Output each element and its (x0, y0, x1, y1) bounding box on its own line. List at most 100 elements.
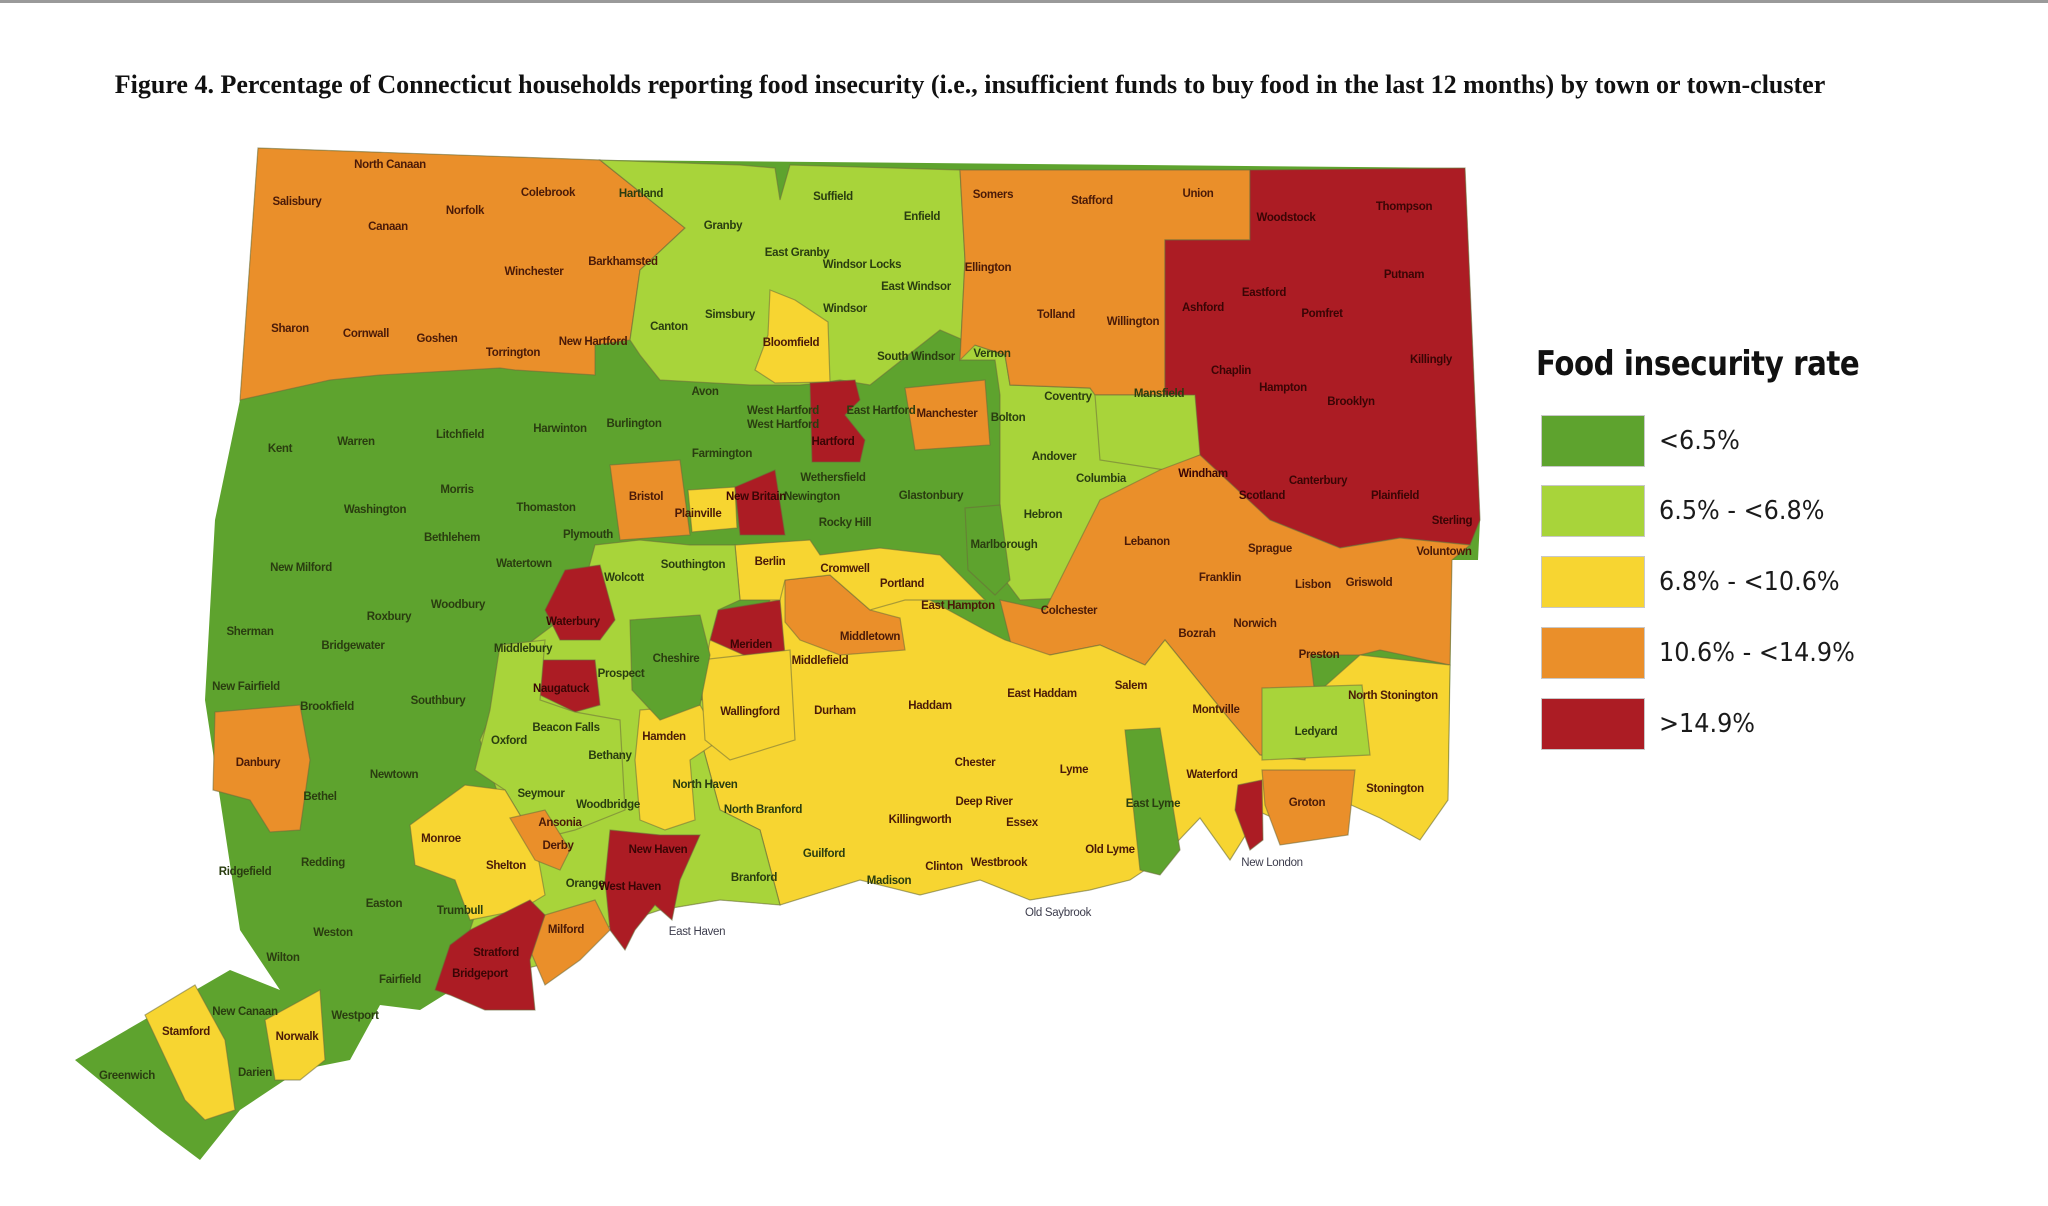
svg-text:Avon: Avon (691, 386, 718, 398)
svg-text:Haddam: Haddam (908, 700, 952, 712)
svg-text:Brooklyn: Brooklyn (1327, 396, 1375, 408)
svg-text:Tolland: Tolland (1037, 309, 1075, 321)
svg-text:Barkhamsted: Barkhamsted (588, 256, 658, 268)
svg-text:Farmington: Farmington (692, 448, 753, 460)
svg-text:Ridgefield: Ridgefield (219, 866, 272, 878)
svg-text:Enfield: Enfield (904, 211, 941, 223)
svg-text:Watertown: Watertown (496, 558, 552, 570)
svg-text:Bristol: Bristol (629, 491, 663, 503)
svg-text:East Granby: East Granby (765, 247, 830, 259)
svg-text:Roxbury: Roxbury (367, 611, 412, 623)
svg-text:New Fairfield: New Fairfield (212, 681, 280, 693)
svg-text:Bethel: Bethel (303, 791, 336, 803)
svg-text:Prospect: Prospect (598, 668, 645, 680)
svg-text:Orange: Orange (566, 878, 604, 890)
svg-text:Washington: Washington (344, 504, 407, 516)
svg-text:Milford: Milford (548, 924, 584, 936)
town-stamford (144, 984, 236, 1121)
svg-text:Marlborough: Marlborough (971, 539, 1038, 551)
svg-text:Bozrah: Bozrah (1178, 628, 1215, 640)
svg-text:Bridgewater: Bridgewater (321, 640, 385, 652)
svg-text:Lisbon: Lisbon (1295, 579, 1331, 591)
town-new-britain (734, 469, 786, 536)
svg-text:Bridgeport: Bridgeport (452, 968, 508, 980)
svg-text:North Canaan: North Canaan (354, 159, 426, 171)
svg-text:Somers: Somers (973, 189, 1013, 201)
svg-text:North Haven: North Haven (672, 779, 737, 791)
svg-text:Madison: Madison (867, 875, 912, 887)
svg-text:Preston: Preston (1299, 649, 1340, 661)
svg-text:Windsor Locks: Windsor Locks (823, 259, 901, 271)
svg-text:Cheshire: Cheshire (653, 653, 700, 665)
legend-swatch-yellow (1541, 556, 1645, 608)
svg-text:East Haven: East Haven (669, 926, 725, 938)
svg-text:Danbury: Danbury (236, 757, 281, 769)
svg-text:Burlington: Burlington (606, 418, 661, 430)
svg-text:Chaplin: Chaplin (1211, 365, 1251, 377)
svg-text:Torrington: Torrington (486, 347, 541, 359)
svg-text:Branford: Branford (731, 872, 777, 884)
legend-item-high: 10.6% - <14.9% (1541, 626, 1872, 680)
town-bristol (609, 459, 691, 541)
svg-text:Sprague: Sprague (1248, 543, 1292, 555)
map-legend: Food insecurity rate <6.5% 6.5% - <6.8% … (1536, 344, 1912, 750)
svg-text:Union: Union (1182, 188, 1213, 200)
svg-text:Morris: Morris (440, 484, 473, 496)
town-plainville (687, 486, 738, 533)
town-cheshire (629, 614, 711, 721)
svg-text:Derby: Derby (542, 840, 574, 852)
svg-text:Glastonbury: Glastonbury (899, 490, 964, 502)
town-labels: Salisbury North Canaan Canaan Norfolk Co… (99, 159, 1473, 1082)
svg-text:Coventry: Coventry (1044, 391, 1092, 403)
svg-text:Goshen: Goshen (416, 333, 457, 345)
svg-text:Oxford: Oxford (491, 735, 527, 747)
town-wallingford (699, 649, 796, 761)
svg-text:Lebanon: Lebanon (1124, 536, 1170, 548)
svg-text:Groton: Groton (1289, 797, 1326, 809)
region-oxford-seymour (474, 639, 626, 841)
svg-text:East Windsor: East Windsor (881, 281, 952, 293)
svg-text:Sherman: Sherman (226, 626, 273, 638)
svg-text:Beacon Falls: Beacon Falls (532, 722, 599, 734)
svg-text:Ellington: Ellington (965, 262, 1012, 274)
region-new-haven (604, 829, 701, 952)
town-new-london (1234, 779, 1264, 851)
town-east-lyme (1124, 727, 1181, 876)
svg-text:Cornwall: Cornwall (343, 328, 389, 340)
region-berlin-portland (734, 539, 987, 611)
svg-text:Trumbull: Trumbull (437, 905, 483, 917)
legend-item-low: 6.5% - <6.8% (1541, 484, 1839, 538)
svg-text:Lyme: Lyme (1060, 764, 1088, 776)
svg-text:Rocky Hill: Rocky Hill (819, 517, 872, 529)
svg-text:Vernon: Vernon (973, 348, 1010, 360)
legend-swatch-red (1541, 698, 1645, 750)
svg-text:Plymouth: Plymouth (563, 529, 613, 541)
svg-text:Easton: Easton (366, 898, 403, 910)
svg-text:Sterling: Sterling (1432, 515, 1473, 527)
svg-text:Brookfield: Brookfield (300, 701, 354, 713)
svg-text:Guilford: Guilford (803, 848, 846, 860)
legend-item-highest: >14.9% (1541, 697, 1763, 751)
svg-text:Montville: Montville (1192, 704, 1239, 716)
svg-text:Ansonia: Ansonia (538, 817, 582, 829)
svg-text:Weston: Weston (313, 927, 353, 939)
svg-text:Thomaston: Thomaston (516, 502, 576, 514)
svg-text:Darien: Darien (238, 1067, 272, 1079)
svg-text:Southbury: Southbury (411, 695, 467, 707)
svg-text:Eastford: Eastford (1242, 287, 1287, 299)
svg-text:Redding: Redding (301, 857, 345, 869)
svg-text:Woodbridge: Woodbridge (576, 799, 640, 811)
svg-text:Ledyard: Ledyard (1295, 726, 1338, 738)
svg-text:Greenwich: Greenwich (99, 1070, 155, 1082)
svg-text:Scotland: Scotland (1239, 490, 1285, 502)
svg-text:East Haddam: East Haddam (1007, 688, 1077, 700)
svg-text:Clinton: Clinton (925, 861, 963, 873)
svg-text:East Hartford: East Hartford (847, 405, 916, 417)
svg-text:Franklin: Franklin (1199, 572, 1242, 584)
svg-text:Stratford: Stratford (473, 947, 519, 959)
town-manchester (904, 379, 991, 451)
svg-text:Granby: Granby (704, 220, 743, 232)
svg-text:Simsbury: Simsbury (705, 309, 756, 321)
svg-text:Middlefield: Middlefield (792, 655, 849, 667)
